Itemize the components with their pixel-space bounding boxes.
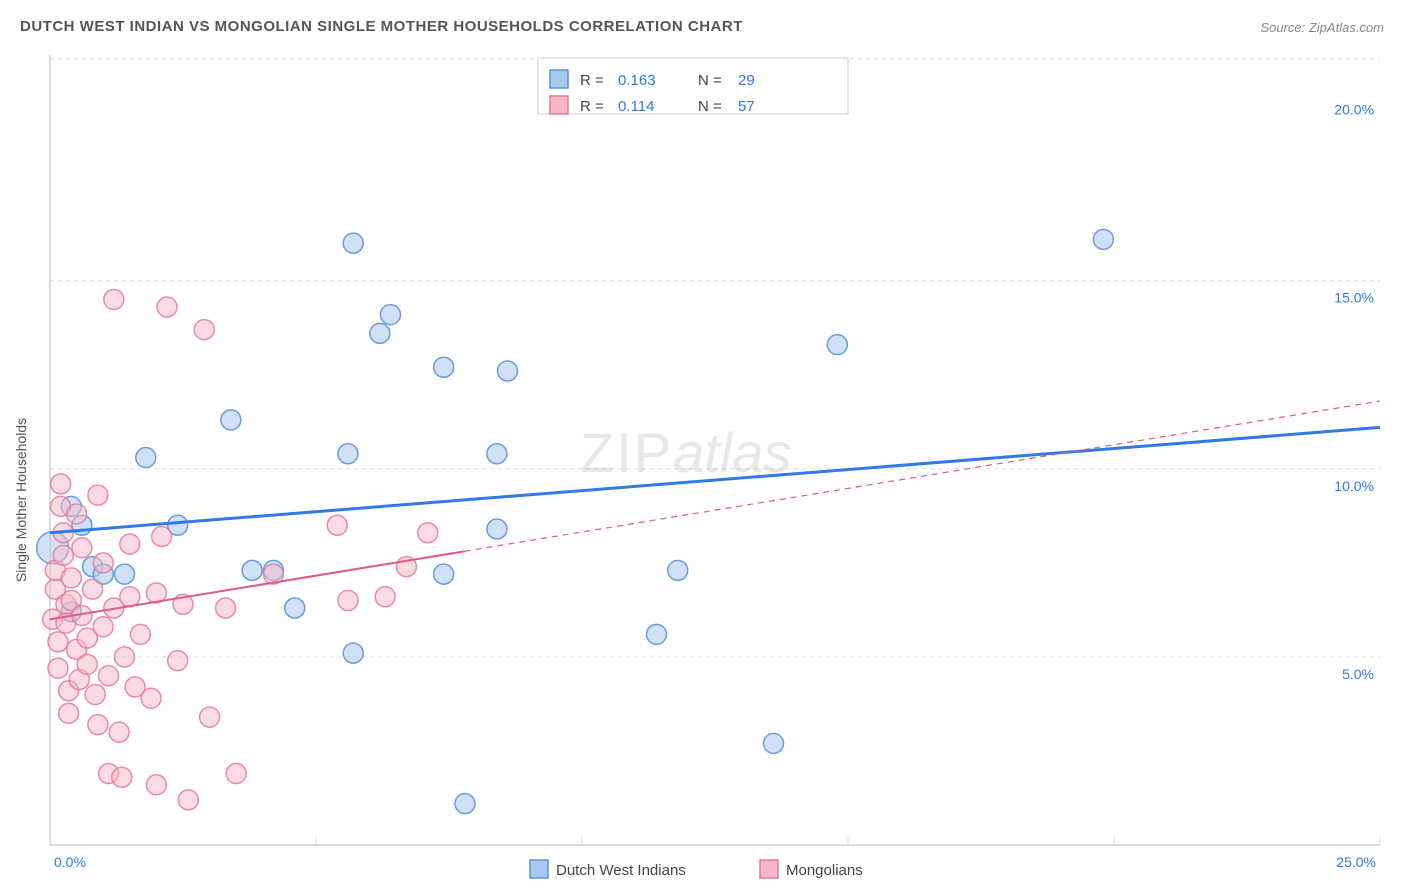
data-point xyxy=(200,707,220,727)
data-point xyxy=(77,654,97,674)
data-point xyxy=(370,323,390,343)
data-point xyxy=(152,527,172,547)
data-point xyxy=(48,658,68,678)
data-point xyxy=(130,624,150,644)
data-point xyxy=(168,651,188,671)
data-point xyxy=(1093,229,1113,249)
legend-swatch xyxy=(550,70,568,88)
trend-line xyxy=(50,427,1380,532)
data-point xyxy=(827,335,847,355)
data-point xyxy=(194,320,214,340)
data-point xyxy=(487,519,507,539)
data-point xyxy=(178,790,198,810)
data-point xyxy=(380,305,400,325)
data-point xyxy=(120,534,140,554)
data-point xyxy=(226,764,246,784)
y-tick-label: 20.0% xyxy=(1334,102,1374,118)
data-point xyxy=(327,515,347,535)
data-point xyxy=(498,361,518,381)
data-point xyxy=(93,617,113,637)
data-point xyxy=(88,485,108,505)
data-point xyxy=(668,560,688,580)
data-point xyxy=(51,474,71,494)
data-point xyxy=(455,794,475,814)
legend-swatch xyxy=(530,860,548,878)
data-point xyxy=(646,624,666,644)
data-point xyxy=(285,598,305,618)
data-point xyxy=(72,538,92,558)
data-point xyxy=(216,598,236,618)
data-point xyxy=(67,504,87,524)
legend-n-label: N = xyxy=(698,98,722,115)
legend-n-label: N = xyxy=(698,72,722,89)
data-point xyxy=(434,564,454,584)
data-point xyxy=(141,688,161,708)
data-point xyxy=(120,587,140,607)
data-point xyxy=(61,568,81,588)
data-point xyxy=(434,357,454,377)
data-point xyxy=(343,643,363,663)
y-axis-label: Single Mother Households xyxy=(13,418,29,582)
data-point xyxy=(83,579,103,599)
data-point xyxy=(242,560,262,580)
y-tick-label: 15.0% xyxy=(1334,290,1374,306)
y-tick-label: 5.0% xyxy=(1342,666,1374,682)
data-point xyxy=(109,722,129,742)
legend-swatch xyxy=(550,96,568,114)
chart-container: DUTCH WEST INDIAN VS MONGOLIAN SINGLE MO… xyxy=(0,0,1406,892)
data-point xyxy=(221,410,241,430)
x-tick-label: 25.0% xyxy=(1336,854,1376,870)
data-point xyxy=(114,647,134,667)
data-point xyxy=(764,733,784,753)
data-point xyxy=(99,666,119,686)
data-point xyxy=(48,632,68,652)
legend-n-value: 29 xyxy=(738,72,755,89)
data-point xyxy=(418,523,438,543)
data-point xyxy=(375,587,395,607)
data-point xyxy=(104,290,124,310)
data-point xyxy=(343,233,363,253)
data-point xyxy=(114,564,134,584)
legend-r-value: 0.163 xyxy=(618,72,656,89)
legend-series-label: Mongolians xyxy=(786,862,863,879)
legend-series-label: Dutch West Indians xyxy=(556,862,686,879)
data-point xyxy=(487,444,507,464)
data-point xyxy=(338,444,358,464)
data-point xyxy=(112,767,132,787)
legend-r-label: R = xyxy=(580,72,604,89)
scatter-chart: 5.0% 10.0% 15.0% 20.0% 0.0% 25.0% Single Mothe… xyxy=(0,0,1406,892)
data-point xyxy=(88,715,108,735)
legend-swatch xyxy=(760,860,778,878)
trend-line-extrapolated xyxy=(465,401,1380,551)
data-point xyxy=(59,703,79,723)
data-point xyxy=(338,590,358,610)
y-tick-label: 10.0% xyxy=(1334,478,1374,494)
legend-r-label: R = xyxy=(580,98,604,115)
data-point xyxy=(93,553,113,573)
data-point xyxy=(53,545,73,565)
legend-r-value: 0.114 xyxy=(618,98,654,115)
data-point xyxy=(157,297,177,317)
data-point xyxy=(85,685,105,705)
data-point xyxy=(136,448,156,468)
legend-n-value: 57 xyxy=(738,98,755,115)
x-tick-label: 0.0% xyxy=(54,854,86,870)
data-point xyxy=(146,775,166,795)
